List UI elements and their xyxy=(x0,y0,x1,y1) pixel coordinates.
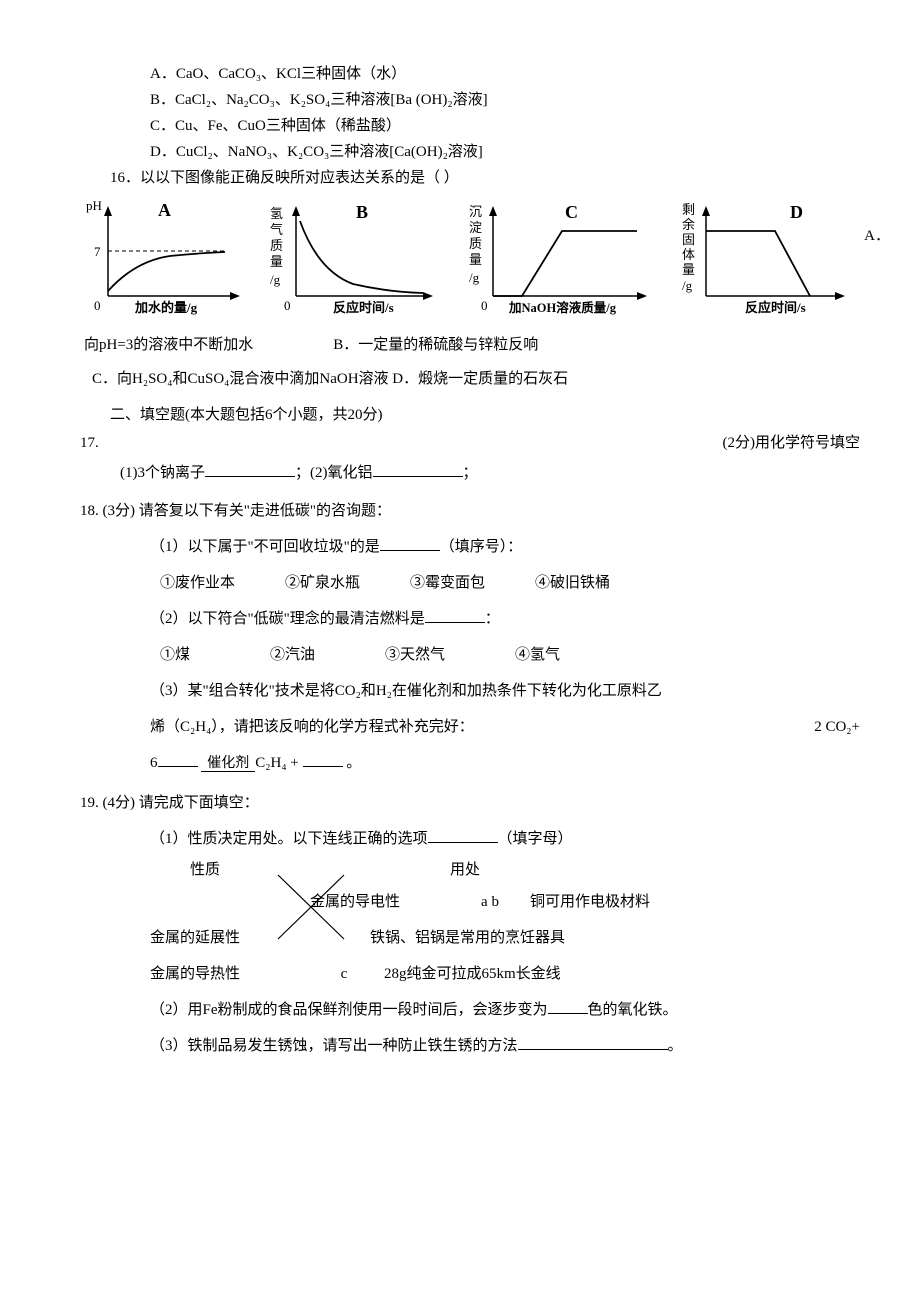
svg-text:质: 质 xyxy=(270,238,283,253)
svg-text:量: 量 xyxy=(469,252,482,267)
chart-a-xlabel: 加水的量/g xyxy=(134,300,198,315)
svg-text:质: 质 xyxy=(469,236,482,251)
chart-d-svg: D 剩 余 固 体 量 /g 反应时间/s xyxy=(680,196,860,321)
q18-p3c: 6 催化剂C₂H₄ + 。 xyxy=(80,745,860,781)
q19-blank-3[interactable] xyxy=(518,1035,668,1050)
chart-a-label: A xyxy=(158,200,171,220)
q18-blank-4[interactable] xyxy=(303,752,343,767)
chart-b-label: B xyxy=(356,202,368,222)
q18-p3a: （3）某"组合转化"技术是将CO₂和H₂在催化剂和加热条件下转化为化工原料乙 xyxy=(80,673,860,709)
q17-blank-1[interactable] xyxy=(205,462,295,477)
q16-charts: pH A 7 0 加水的量/g B 氢 气 质 量 /g 0 反 xyxy=(80,196,860,329)
chart-c-svg: C 沉 淀 质 量 /g 0 加NaOH溶液质量/g xyxy=(467,196,662,321)
q18-p3b: 烯（C₂H₄），请把该反响的化学方程式补充完好： 2 CO₂+ xyxy=(80,709,860,745)
svg-text:0: 0 xyxy=(284,298,291,313)
q19-p3: （3）铁制品易发生锈蚀，请写出一种防止铁生锈的方法。 xyxy=(80,1028,860,1064)
chart-d: D 剩 余 固 体 量 /g 反应时间/s xyxy=(680,196,860,329)
svg-text:沉: 沉 xyxy=(469,204,482,219)
svg-text:固: 固 xyxy=(682,232,695,247)
chart-c-label: C xyxy=(565,202,578,222)
q15-opt-d: D．CuCl₂、NaNO₃、K₂CO₃三种溶液[Ca(OH)₂溶液] xyxy=(80,140,860,164)
q18-blank-3[interactable] xyxy=(158,752,198,767)
q15-opt-a: A．CaO、CaCO₃、KCl三种固体（水） xyxy=(80,62,860,86)
q16-line3: C．向H₂SO₄和CuSO₄混合液中滴加NaOH溶液 D．煅烧一定质量的石灰石 xyxy=(80,367,860,391)
chart-b-xlabel: 反应时间/s xyxy=(333,300,394,315)
q19-blank-2[interactable] xyxy=(548,999,588,1014)
q19-stem: 19. (4分) 请完成下面填空： xyxy=(80,785,860,821)
svg-text:量: 量 xyxy=(270,254,283,269)
chart-a-yline: 7 xyxy=(94,244,101,259)
svg-text:余: 余 xyxy=(682,217,695,232)
q17-blank-2[interactable] xyxy=(373,462,463,477)
section-2-title: 二、填空题(本大题包括6个小题，共20分) xyxy=(110,403,860,427)
svg-text:/g: /g xyxy=(270,272,281,287)
q15-opt-c: C．Cu、Fe、CuO三种固体（稀盐酸） xyxy=(80,114,860,138)
cross-lines-icon xyxy=(272,863,362,953)
svg-text:气: 气 xyxy=(270,222,283,237)
q19-p1: （1）性质决定用处。以下连线正确的选项（填字母） xyxy=(80,821,860,857)
svg-text:0: 0 xyxy=(94,298,101,313)
q17-sub: (1)3个钠离子；(2)氧化铝； xyxy=(80,461,860,485)
q16-right-a: A． xyxy=(864,224,890,248)
chart-a-ylabel: pH xyxy=(86,198,102,213)
svg-text:体: 体 xyxy=(682,247,695,262)
chart-c: C 沉 淀 质 量 /g 0 加NaOH溶液质量/g xyxy=(467,196,662,329)
q16-line2: 向pH=3的溶液中不断加水 B．一定量的稀硫酸与锌粒反响 xyxy=(80,333,860,357)
q18-blank-2[interactable] xyxy=(425,608,485,623)
q19-p2: （2）用Fe粉制成的食品保鲜剂使用一段时间后，会逐步变为色的氧化铁。 xyxy=(80,992,860,1028)
chart-a: pH A 7 0 加水的量/g xyxy=(80,196,250,329)
chart-d-label: D xyxy=(790,202,803,222)
q19-blank-1[interactable] xyxy=(428,828,498,843)
svg-text:/g: /g xyxy=(682,278,693,293)
chart-c-xlabel: 加NaOH溶液质量/g xyxy=(508,300,617,315)
q18-p2: （2）以下符合"低碳"理念的最清洁燃料是： xyxy=(80,601,860,637)
svg-text:0: 0 xyxy=(481,298,488,313)
q18-p2-opts: ①煤②汽油③天然气④氢气 xyxy=(80,637,860,673)
q16-stem: 16．以以下图像能正确反映所对应表达关系的是（ ） xyxy=(80,166,860,190)
chart-b: B 氢 气 质 量 /g 0 反应时间/s xyxy=(268,196,448,329)
q18-blank-1[interactable] xyxy=(380,536,440,551)
q15-opt-b: B．CaCl₂、Na₂CO₃、K₂SO₄三种溶液[Ba (OH)₂溶液] xyxy=(80,88,860,112)
svg-text:淀: 淀 xyxy=(469,220,482,235)
q18-p1-opts: ①废作业本②矿泉水瓶③霉变面包④破旧铁桶 xyxy=(80,565,860,601)
chart-a-svg: pH A 7 0 加水的量/g xyxy=(80,196,250,321)
q18-stem: 18. (3分) 请答复以下有关"走进低碳"的咨询题： xyxy=(80,493,860,529)
q19-table: 性质 用处 金属的导电性a b铜可用作电极材料 金属的延展性铁锅、铝锅是常用的烹… xyxy=(150,857,860,992)
q18-p1: （1）以下属于"不可回收垃圾"的是（填序号）： xyxy=(80,529,860,565)
svg-text:/g: /g xyxy=(469,270,480,285)
svg-text:量: 量 xyxy=(682,262,695,277)
chart-d-xlabel: 反应时间/s xyxy=(745,300,806,315)
svg-text:剩: 剩 xyxy=(682,202,695,217)
q17-row: 17. (2分)用化学符号填空 xyxy=(80,431,860,455)
svg-text:氢: 氢 xyxy=(270,206,283,221)
chart-b-svg: B 氢 气 质 量 /g 0 反应时间/s xyxy=(268,196,448,321)
